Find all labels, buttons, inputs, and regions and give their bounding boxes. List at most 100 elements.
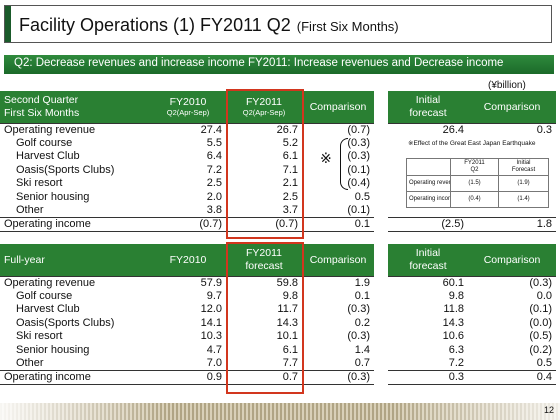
header-fy2010: FY2010 bbox=[150, 244, 226, 276]
cell-initial: 11.8 bbox=[443, 303, 464, 316]
table-row: Oasis(Sports Clubs) 7.2 7.1 (0.1) bbox=[0, 164, 374, 178]
header-fy2011-sub: forecast bbox=[245, 259, 283, 272]
q2-results-table: Second Quarter First Six Months FY2010 Q2(… bbox=[0, 91, 374, 232]
cell-comparison: (0.3) bbox=[347, 136, 370, 149]
cell-initial: 14.3 bbox=[442, 316, 464, 329]
table-row: 6.3 (0.2) bbox=[388, 344, 556, 358]
cell-fy2011: 26.7 bbox=[226, 122, 302, 137]
cell-fy2010: 2.0 bbox=[206, 190, 222, 203]
title-accent-bar bbox=[5, 6, 11, 42]
page-number: 12 bbox=[543, 405, 554, 415]
table-row: Senior housing 4.7 6.1 1.4 bbox=[0, 344, 374, 358]
mini-cell-initial: (1.9) bbox=[498, 175, 549, 192]
table-row: Ski resort 10.3 10.1 (0.3) bbox=[0, 330, 374, 344]
cell-initial: 0.3 bbox=[388, 370, 468, 385]
mini-header-initial: Initial Forecast bbox=[498, 158, 549, 176]
cell-fy2010: 9.7 bbox=[206, 289, 222, 302]
table-header: Initial forecast Comparison bbox=[388, 91, 556, 123]
cell-comparison: (0.4) bbox=[347, 177, 370, 190]
footer-fade bbox=[0, 403, 560, 420]
cell-initial: 26.4 bbox=[388, 122, 468, 137]
cell-fy2010: 7.2 bbox=[206, 163, 222, 176]
table-row: Other 7.0 7.7 0.7 bbox=[0, 357, 374, 371]
table-row: 60.1 (0.3) bbox=[388, 275, 556, 290]
cell-comparison: (0.5) bbox=[529, 330, 552, 343]
title-box: Facility Operations (1) FY2011 Q2 (First … bbox=[4, 5, 552, 43]
cell-fy2011: 2.1 bbox=[282, 177, 298, 190]
cell-comparison: (0.1) bbox=[347, 163, 370, 176]
row-label: Oasis(Sports Clubs) bbox=[16, 163, 115, 176]
cell-comparison: 0.4 bbox=[468, 370, 556, 385]
cell-comparison: (0.3) bbox=[347, 150, 370, 163]
mini-header-fy2011: FY2011 Q2 bbox=[450, 158, 499, 176]
table-header: Second Quarter First Six Months FY2010 Q2(… bbox=[0, 91, 374, 123]
table-row: Harvest Club 6.4 6.1 (0.3) bbox=[0, 150, 374, 164]
cell-comparison: (0.7) bbox=[302, 122, 374, 137]
cell-fy2010: 10.3 bbox=[200, 330, 222, 343]
cell-initial: 6.3 bbox=[448, 343, 464, 356]
table-row: 26.4 0.3 bbox=[388, 122, 556, 137]
row-label: Oasis(Sports Clubs) bbox=[16, 316, 115, 329]
page-title-main: Facility Operations (1) FY2011 Q2 bbox=[19, 15, 291, 35]
cell-fy2010: 4.7 bbox=[206, 343, 222, 356]
table-row: Golf course 9.7 9.8 0.1 bbox=[0, 290, 374, 304]
header-comparison: Comparison bbox=[302, 91, 374, 123]
cell-comparison: 0.1 bbox=[302, 217, 374, 232]
table-row: Ski resort 2.5 2.1 (0.4) bbox=[0, 177, 374, 191]
cell-fy2010: 3.8 bbox=[206, 204, 222, 216]
header-fy2010: FY2010 Q2(Apr-Sep) bbox=[150, 91, 226, 123]
row-label: Operating income bbox=[0, 217, 150, 232]
full-year-results-table: Full-year FY2010 FY2011 forecast Comparis… bbox=[0, 244, 374, 385]
cell-comparison: 0.2 bbox=[354, 316, 370, 329]
bracket-mark bbox=[340, 138, 348, 190]
row-label: Senior housing bbox=[16, 190, 90, 203]
cell-comparison: (0.3) bbox=[468, 275, 556, 290]
cell-fy2011: 11.7 bbox=[277, 303, 298, 316]
mini-header-initial-label: Initial bbox=[516, 160, 531, 166]
cell-fy2011: 7.1 bbox=[282, 163, 298, 176]
mini-cell-q2: (0.4) bbox=[450, 191, 499, 208]
header-period: Full-year bbox=[0, 244, 150, 276]
row-label: Golf course bbox=[16, 289, 73, 302]
header-period: Second Quarter First Six Months bbox=[0, 91, 150, 123]
row-label: Ski resort bbox=[16, 330, 63, 343]
table-row: Harvest Club 12.0 11.7 (0.3) bbox=[0, 303, 374, 317]
cell-fy2011: (0.7) bbox=[226, 217, 302, 232]
table-row: 10.6 (0.5) bbox=[388, 330, 556, 344]
table-row: 11.8 (0.1) bbox=[388, 303, 556, 317]
full-year-forecast-table: Initial forecast Comparison 60.1 (0.3) 9.… bbox=[388, 244, 556, 385]
header-fy2010-sub: Q2(Apr-Sep) bbox=[166, 108, 210, 118]
table-row: Oasis(Sports Clubs) 14.1 14.3 0.2 bbox=[0, 317, 374, 331]
cell-initial: 9.8 bbox=[448, 289, 464, 302]
row-label: Golf course bbox=[16, 136, 73, 149]
mini-header-q2-label: Q2 bbox=[470, 167, 479, 173]
cell-comparison: 1.4 bbox=[354, 343, 370, 356]
cell-fy2011: 2.5 bbox=[282, 190, 298, 203]
row-label: Senior housing bbox=[16, 343, 90, 356]
cell-initial: 60.1 bbox=[388, 275, 468, 290]
cell-fy2011: 3.7 bbox=[282, 204, 298, 216]
header-period-line2: First Six Months bbox=[4, 106, 80, 119]
page-title: Facility Operations (1) FY2011 Q2 (First … bbox=[19, 15, 399, 36]
mini-cell-initial: (1.4) bbox=[498, 191, 549, 208]
table-row: 0.3 0.4 bbox=[388, 370, 556, 385]
header-fy2011-label: FY2011 bbox=[246, 96, 282, 109]
header-fy2011-sub: Q2(Apr-Sep) bbox=[242, 108, 286, 118]
cell-comparison: 0.3 bbox=[468, 122, 556, 137]
row-label: Operating income bbox=[0, 370, 150, 385]
row-label: Operating revenue bbox=[0, 275, 150, 290]
cell-fy2011: 6.1 bbox=[282, 343, 298, 356]
header-fy2010-label: FY2010 bbox=[169, 96, 207, 109]
cell-comparison: 0.1 bbox=[354, 289, 370, 302]
cell-fy2011: 6.1 bbox=[282, 150, 298, 163]
cell-fy2010: 2.5 bbox=[206, 177, 222, 190]
page-title-sub: (First Six Months) bbox=[296, 19, 399, 34]
cell-fy2010: 7.0 bbox=[206, 357, 222, 369]
header-comparison: Comparison bbox=[468, 91, 556, 123]
earthquake-note: ※Effect of the Great East Japan Earthqua… bbox=[408, 140, 536, 147]
table-row: Senior housing 2.0 2.5 0.5 bbox=[0, 191, 374, 205]
header-initial-line2: forecast bbox=[409, 259, 447, 272]
table-row: Other 3.8 3.7 (0.1) bbox=[0, 204, 374, 218]
cell-fy2010: 57.9 bbox=[150, 275, 226, 290]
